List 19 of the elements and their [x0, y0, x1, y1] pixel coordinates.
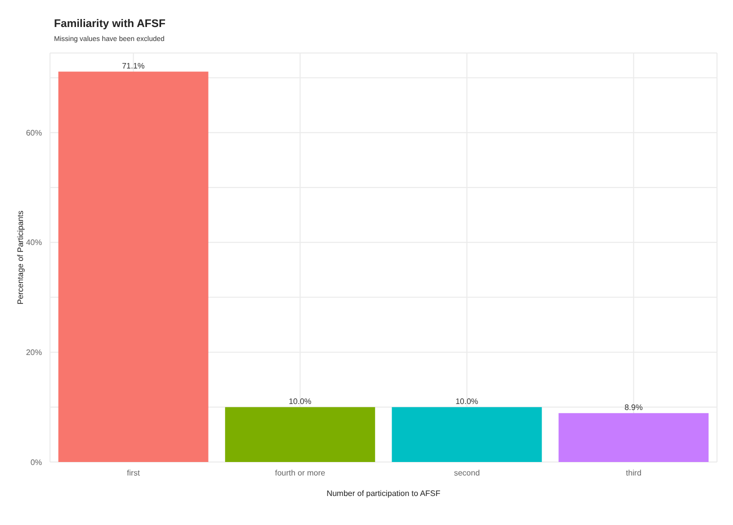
chart-title: Familiarity with AFSF — [54, 18, 166, 30]
data-label: 71.1% — [122, 62, 145, 71]
x-tick-label: third — [626, 468, 642, 478]
x-tick-label: fourth or more — [275, 468, 326, 478]
bar — [225, 407, 376, 462]
x-axis-title: Number of participation to AFSF — [326, 489, 441, 498]
x-tick-label: second — [454, 468, 480, 478]
data-label: 8.9% — [624, 403, 643, 412]
data-label: 10.0% — [288, 397, 312, 406]
y-tick-label: 20% — [26, 348, 42, 358]
bar — [392, 407, 542, 462]
bar — [58, 72, 208, 462]
data-label: 10.0% — [455, 397, 478, 406]
y-axis-title: Percentage of Participants — [16, 210, 25, 304]
y-tick-label: 60% — [26, 128, 42, 138]
x-tick-label: first — [126, 468, 141, 478]
y-tick-label: 0% — [30, 458, 42, 467]
y-tick-label: 40% — [26, 238, 42, 248]
bar — [558, 413, 709, 462]
